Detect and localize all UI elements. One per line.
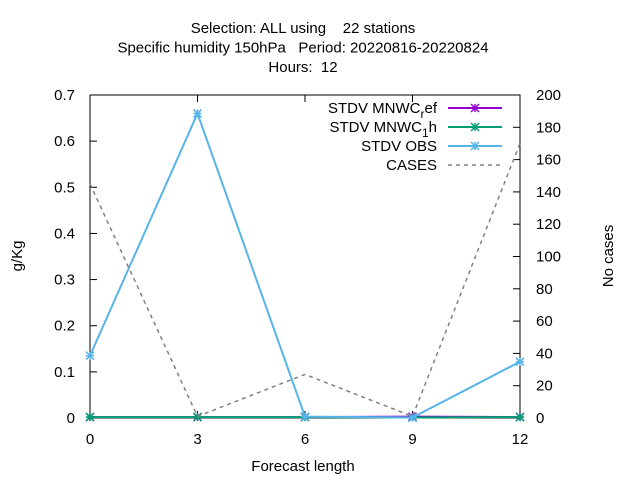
legend-label-rest: h xyxy=(429,119,437,136)
y-tick-label: 0.7 xyxy=(54,87,75,104)
y2-tick-label: 40 xyxy=(536,345,553,362)
legend-label: STDV MNWC1h xyxy=(329,119,437,140)
data-point xyxy=(85,412,95,422)
plot-border xyxy=(89,94,521,419)
legend-label-main: CASES xyxy=(386,157,437,174)
x-tick-label: 3 xyxy=(193,431,201,448)
data-point xyxy=(300,412,310,422)
y2-tick-label: 140 xyxy=(536,184,561,201)
data-point xyxy=(85,351,95,361)
chart-title: Selection: ALL using 22 stations Specific… xyxy=(117,20,488,76)
legend-label: CASES xyxy=(386,157,437,174)
legend-label: STDV OBS xyxy=(361,138,437,155)
y2-tick-label: 180 xyxy=(536,119,561,136)
x-tick-label: 0 xyxy=(86,431,94,448)
y2-tick-label: 20 xyxy=(536,378,553,395)
x-tick-label: 12 xyxy=(512,431,529,448)
data-point xyxy=(192,108,203,118)
y2-tick-label: 80 xyxy=(536,281,553,298)
title-line: Selection: ALL using 22 stations xyxy=(191,20,416,37)
y-tick-label: 0.2 xyxy=(54,318,75,335)
data-point xyxy=(470,122,480,132)
x-tick-label: 6 xyxy=(301,431,309,448)
y-tick-label: 0.4 xyxy=(54,225,75,242)
legend-label-rest: ef xyxy=(424,100,437,117)
data-point xyxy=(515,412,525,422)
series-line xyxy=(89,143,521,418)
y2-tick-label: 60 xyxy=(536,313,553,330)
legend-label-sub: 1 xyxy=(422,126,429,140)
legend-label-sub: r xyxy=(420,107,424,121)
data-point xyxy=(470,103,480,113)
title-line: Hours: 12 xyxy=(268,59,337,76)
x-tick-label: 9 xyxy=(408,431,416,448)
y2-tick-label: 0 xyxy=(536,410,544,427)
y-axis-label: g/Kg xyxy=(9,241,26,272)
y2-axis-label: No cases xyxy=(600,225,617,288)
legend-label-main: STDV MNWC xyxy=(329,119,422,136)
legend-label: STDV MNWCref xyxy=(328,100,438,121)
data-point xyxy=(515,357,525,367)
y-tick-label: 0 xyxy=(67,410,75,427)
y-tick-label: 0.3 xyxy=(54,272,75,289)
data-point xyxy=(470,141,480,151)
series-layer xyxy=(85,108,525,423)
title-line: Specific humidity 150hPa Period: 2022081… xyxy=(117,40,488,57)
x-axis-label: Forecast length xyxy=(251,458,354,475)
y2-tick-label: 200 xyxy=(536,87,561,104)
y2-tick-label: 100 xyxy=(536,249,561,266)
y-tick-label: 0.6 xyxy=(54,133,75,150)
y-tick-label: 0.5 xyxy=(54,179,75,196)
legend-label-main: STDV MNWC xyxy=(328,100,421,117)
y2-tick-label: 120 xyxy=(536,216,561,233)
series-stdv-obs xyxy=(85,108,525,423)
y2-tick-label: 160 xyxy=(536,152,561,169)
series-line xyxy=(89,110,521,419)
legend-label-main: STDV OBS xyxy=(361,138,437,155)
axes: 0 3 6 9 1200.10.20.30.40.50.60.7020406080100… xyxy=(54,87,561,448)
y-tick-label: 0.1 xyxy=(54,364,75,381)
series-cases xyxy=(89,143,521,418)
